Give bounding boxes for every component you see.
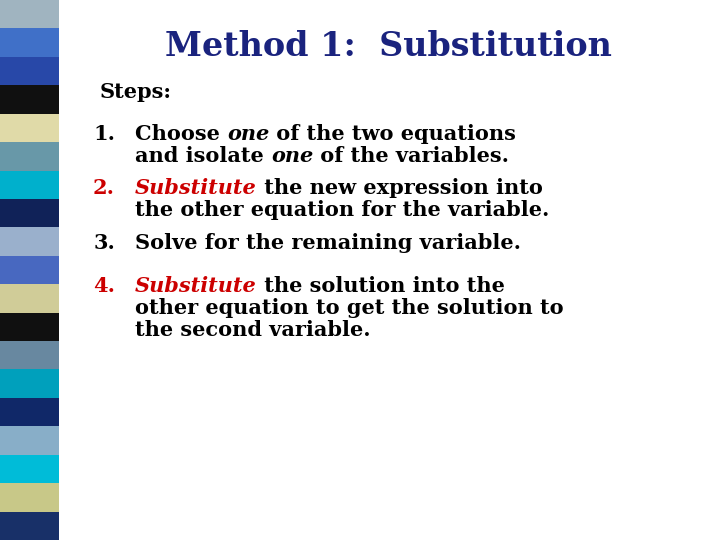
Text: 1.: 1.	[93, 124, 115, 144]
Text: one: one	[271, 146, 313, 166]
Text: of the variables.: of the variables.	[313, 146, 509, 166]
Text: Steps:: Steps:	[100, 82, 172, 102]
Text: Substitute: Substitute	[135, 276, 257, 296]
Text: one: one	[227, 124, 269, 144]
Text: Choose: Choose	[135, 124, 227, 144]
Text: Method 1:  Substitution: Method 1: Substitution	[166, 30, 612, 63]
Text: the new expression into: the new expression into	[257, 178, 543, 198]
Text: Substitute: Substitute	[135, 178, 257, 198]
Text: 3.: 3.	[93, 233, 115, 253]
Text: 4.: 4.	[93, 276, 115, 296]
Text: the second variable.: the second variable.	[135, 320, 371, 340]
Text: other equation to get the solution to: other equation to get the solution to	[135, 298, 564, 318]
Text: 2.: 2.	[93, 178, 115, 198]
Text: Solve for the remaining variable.: Solve for the remaining variable.	[135, 233, 521, 253]
Text: the other equation for the variable.: the other equation for the variable.	[135, 200, 549, 220]
Text: of the two equations: of the two equations	[269, 124, 516, 144]
Text: the solution into the: the solution into the	[257, 276, 505, 296]
Text: and isolate: and isolate	[135, 146, 271, 166]
